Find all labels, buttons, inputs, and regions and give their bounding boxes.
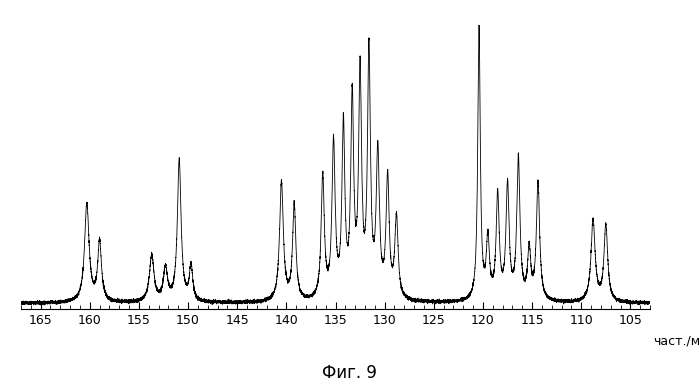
Text: Фиг. 9: Фиг. 9 [322,364,377,382]
Text: част./млн: част./млн [653,334,699,347]
